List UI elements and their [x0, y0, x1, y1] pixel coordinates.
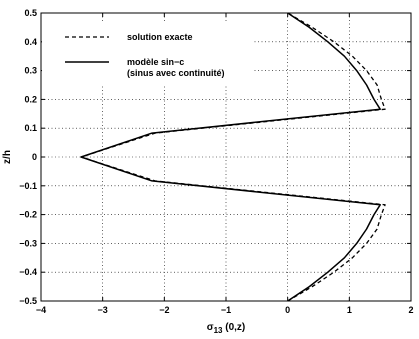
series-line-1	[80, 12, 381, 302]
legend-label-modele-sin-c: modèle sin−c	[127, 57, 184, 67]
x-tick-label: 1	[347, 305, 352, 315]
y-tick-label: −0.1	[19, 181, 37, 191]
y-tick-label: −0.5	[19, 296, 37, 306]
x-axis-label-symbol: σ	[207, 322, 214, 333]
y-tick-label: 0.4	[24, 37, 37, 47]
grid	[41, 13, 411, 301]
x-tick-label: −4	[36, 305, 46, 315]
y-tick-label: −0.4	[19, 267, 37, 277]
x-axis-label-argument: (0,z)	[222, 322, 245, 333]
x-tick-labels: −4 −3 −2 −1 0 1 2	[36, 305, 414, 315]
y-tick-label: 0	[32, 152, 37, 162]
y-tick-label: −0.3	[19, 238, 37, 248]
y-tick-label: 0.5	[24, 8, 37, 18]
y-tick-label: 0.3	[24, 66, 37, 76]
y-tick-labels: 0.5 0.4 0.3 0.2 0.1 0 −0.1 −0.2 −0.3 −0.4 −0.5	[19, 8, 37, 306]
legend-label-sinus-avec-continuite: (sinus avec continuité)	[127, 68, 225, 78]
legend-label-solution-exacte: solution exacte	[127, 32, 193, 42]
series-group	[80, 12, 386, 302]
x-tick-label: −3	[98, 305, 108, 315]
x-tick-label: −2	[159, 305, 169, 315]
y-tick-label: 0.1	[24, 123, 37, 133]
x-tick-label: −1	[221, 305, 231, 315]
y-axis-label: z/h	[2, 150, 13, 164]
y-tick-label: −0.2	[19, 210, 37, 220]
legend: solution exacte modèle sin−c (sinus avec…	[42, 23, 252, 85]
x-axis-label: σ13 (0,z)	[207, 322, 246, 335]
legend-background	[42, 23, 252, 85]
x-tick-label: 0	[285, 305, 290, 315]
y-tick-label: 0.2	[24, 94, 37, 104]
x-axis-label-subscript: 13	[214, 326, 223, 335]
x-tick-label: 2	[408, 305, 413, 315]
